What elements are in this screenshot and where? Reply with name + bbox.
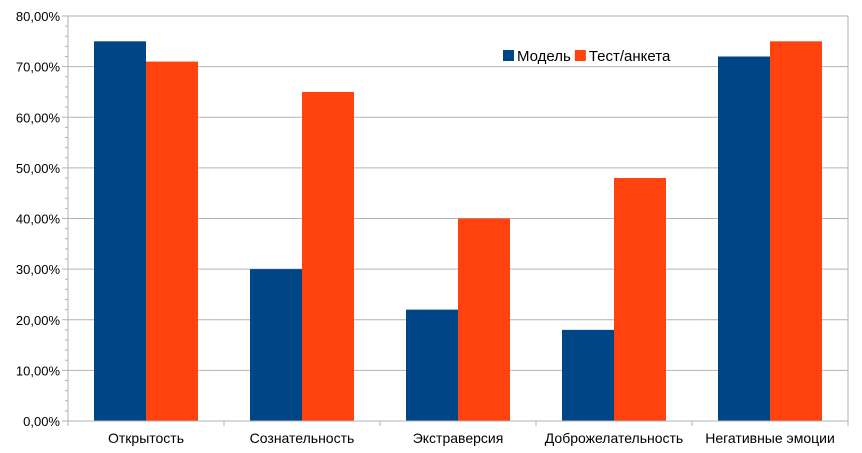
legend-label: Тест/анкета [589, 48, 671, 65]
bar-test [146, 61, 198, 421]
bar-model [406, 309, 458, 421]
y-tick-label: 30,00% [16, 262, 61, 277]
x-category-label: Открытость [108, 430, 184, 446]
x-category-label: Сознательность [250, 430, 355, 446]
bar-model [718, 56, 770, 421]
legend: Модель Тест/анкета [503, 48, 671, 65]
y-tick-label: 80,00% [16, 9, 61, 24]
legend-swatch [574, 50, 586, 61]
bar-model [562, 329, 614, 421]
legend-label: Модель [517, 48, 571, 65]
bar-model [94, 41, 146, 421]
y-tick-label: 40,00% [16, 212, 61, 227]
y-tick-label: 50,00% [16, 161, 61, 176]
bar-test [770, 41, 822, 421]
x-category-label: Доброжелательность [545, 430, 683, 446]
bar-test [458, 218, 510, 421]
bar-model [250, 269, 302, 421]
x-category-label: Экстраверсия [413, 430, 504, 446]
x-axis-category-labels: Открытость Сознательность Экстраверсия Добр… [108, 430, 835, 446]
y-axis-tick-labels: 0,00% 10,00% 20,00% 30,00% 40,00% 50,00% 60,00… [16, 9, 61, 429]
y-tick-label: 20,00% [16, 313, 61, 328]
legend-swatch [503, 50, 514, 61]
axes [62, 15, 849, 426]
y-tick-label: 70,00% [16, 60, 61, 75]
x-category-label: Негативные эмоции [705, 430, 835, 446]
y-tick-label: 10,00% [16, 363, 61, 378]
bars [94, 41, 822, 421]
bar-test [302, 91, 354, 421]
y-tick-label: 0,00% [23, 414, 60, 429]
y-tick-label: 60,00% [16, 110, 61, 125]
bar-test [614, 178, 666, 421]
